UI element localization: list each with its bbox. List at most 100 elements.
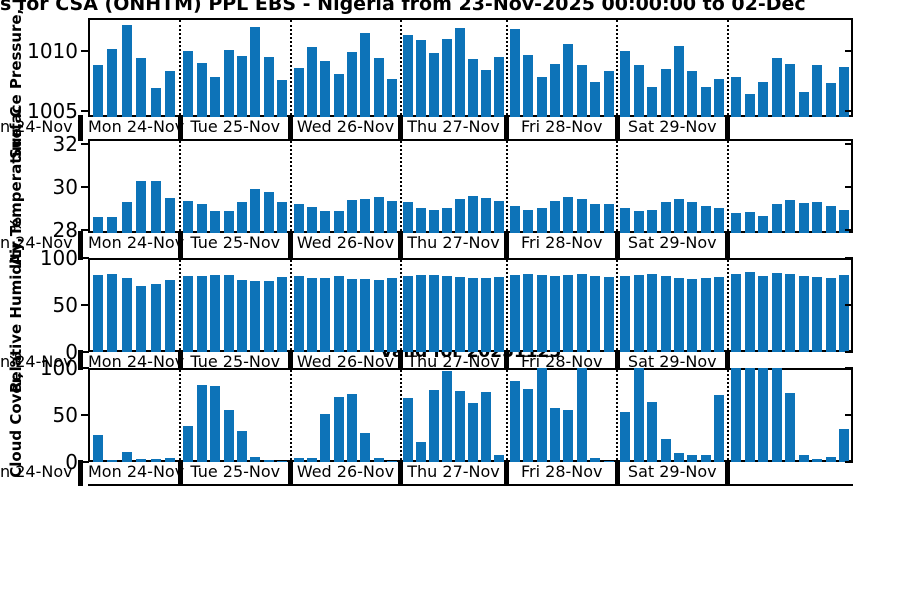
bar <box>107 274 118 352</box>
bar <box>673 277 684 352</box>
bar <box>250 27 261 117</box>
day-separator-line <box>505 20 508 115</box>
bar <box>798 275 809 352</box>
bar <box>576 274 587 352</box>
bar <box>293 67 304 117</box>
day-boundary-tick <box>504 351 509 369</box>
bar <box>454 276 465 352</box>
bar <box>550 201 560 233</box>
xlabel-row-bottom-line <box>88 484 853 486</box>
day-boundary-tick <box>725 351 730 369</box>
bar <box>493 201 504 233</box>
ytick-label: 100 <box>39 246 78 270</box>
bar <box>812 276 823 352</box>
bar <box>277 79 287 117</box>
bar <box>633 65 644 117</box>
bar <box>121 202 132 233</box>
bar <box>825 277 836 352</box>
bar <box>509 381 520 462</box>
bar <box>347 199 358 233</box>
bar <box>744 368 755 462</box>
bar-day-group <box>291 258 401 352</box>
bar <box>307 277 318 352</box>
bar <box>536 274 547 352</box>
day-boundary-tick <box>177 461 183 485</box>
bar-day-group <box>180 139 291 233</box>
day-boundary-tick <box>398 461 403 485</box>
bar <box>714 78 724 117</box>
y-axis-tick <box>81 257 89 259</box>
day-separator-line <box>289 370 292 460</box>
bar-day-group <box>88 139 180 233</box>
bar <box>758 368 769 462</box>
bar <box>150 180 161 233</box>
bar <box>731 212 742 233</box>
bar <box>320 414 331 462</box>
bar <box>150 88 161 117</box>
bar <box>467 59 478 117</box>
bar <box>563 43 574 117</box>
day-separator-line <box>505 260 508 350</box>
bar <box>333 275 344 352</box>
bar <box>467 402 478 462</box>
y-axis-tick <box>81 414 89 416</box>
bar <box>673 46 684 117</box>
bar <box>771 273 782 352</box>
day-label: Mon 24-Nov <box>88 233 185 252</box>
bar <box>236 55 247 117</box>
bar <box>687 454 698 462</box>
ytick-label: 50 <box>52 293 78 317</box>
bar <box>333 210 344 233</box>
bar <box>603 204 614 233</box>
bar <box>236 279 247 352</box>
day-separator-line <box>616 141 618 231</box>
bar-day-group <box>180 368 291 462</box>
day-separator-line <box>505 141 508 231</box>
y-axis-tick <box>81 50 89 52</box>
bar <box>454 28 465 117</box>
bar <box>590 458 601 462</box>
bar <box>771 204 782 233</box>
partial-day-label: n 24-Nov <box>0 117 73 136</box>
day-label: Thu 27-Nov <box>407 352 500 371</box>
bar <box>550 64 560 117</box>
bar <box>523 54 534 117</box>
day-boundary-tick <box>725 461 730 485</box>
day-label: Mon 24-Nov <box>88 117 185 136</box>
day-boundary-tick <box>614 232 620 259</box>
bar <box>183 201 194 233</box>
bar <box>442 275 452 352</box>
day-label: Wed 26-Nov <box>296 352 395 371</box>
bar <box>293 275 304 352</box>
bar <box>563 196 574 233</box>
bar <box>429 274 440 352</box>
bar <box>758 82 769 117</box>
y-axis-tick <box>845 304 853 306</box>
bar-day-group <box>617 139 728 233</box>
bar <box>165 71 176 117</box>
bar <box>633 210 644 233</box>
bar <box>480 391 491 462</box>
bar <box>333 73 344 117</box>
bar <box>373 196 384 233</box>
bar <box>633 368 644 462</box>
bar <box>92 434 103 462</box>
day-separator-line <box>399 370 402 460</box>
bar <box>307 458 318 462</box>
bar <box>523 388 534 462</box>
y-axis-tick <box>81 367 89 369</box>
bar <box>523 209 534 233</box>
day-separator-line <box>289 260 292 350</box>
bar <box>403 202 414 233</box>
bar <box>121 451 132 462</box>
bar <box>387 78 398 117</box>
bar <box>771 58 782 117</box>
partial-day-label: n 24-Nov <box>0 352 73 371</box>
bar <box>416 274 427 352</box>
bar <box>731 274 742 352</box>
bar <box>758 275 769 352</box>
bar-day-group <box>180 18 291 117</box>
bar <box>687 278 698 352</box>
bar <box>210 210 221 233</box>
bar <box>360 278 371 352</box>
